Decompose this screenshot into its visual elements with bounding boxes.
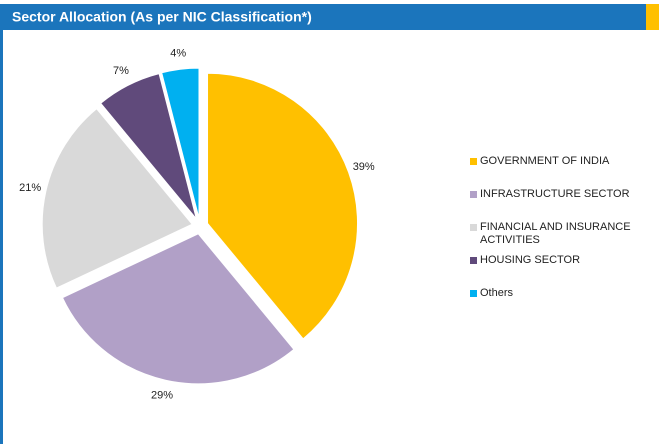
legend-swatch bbox=[470, 257, 477, 264]
legend-swatch bbox=[470, 191, 477, 198]
header-accent bbox=[646, 4, 659, 30]
legend-swatch bbox=[470, 290, 477, 297]
pie-slice bbox=[207, 72, 359, 340]
pie-slice bbox=[61, 233, 295, 385]
legend-item: Others bbox=[470, 287, 655, 320]
legend-item: INFRASTRUCTURE SECTOR bbox=[470, 188, 655, 221]
pie-slice bbox=[161, 67, 200, 219]
legend-label: GOVERNMENT OF INDIA bbox=[480, 155, 610, 167]
data-label: 39% bbox=[353, 161, 375, 173]
chart-title: Sector Allocation (As per NIC Classifica… bbox=[12, 9, 312, 25]
header-bar bbox=[0, 4, 659, 30]
legend-item: GOVERNMENT OF INDIA bbox=[470, 155, 655, 188]
legend-label: Others bbox=[480, 287, 514, 299]
legend-item: HOUSING SECTOR bbox=[470, 254, 655, 287]
legend-item: FINANCIAL AND INSURANCE ACTIVITIES bbox=[470, 221, 655, 254]
legend: GOVERNMENT OF INDIA INFRASTRUCTURE SECTOR… bbox=[470, 155, 655, 320]
pie-slice bbox=[41, 107, 193, 289]
legend-swatch bbox=[470, 224, 477, 231]
data-label: 21% bbox=[19, 182, 41, 194]
left-border bbox=[0, 30, 3, 444]
data-label: 29% bbox=[151, 390, 173, 402]
legend-label: FINANCIAL AND INSURANCE ACTIVITIES bbox=[480, 221, 631, 246]
legend-label: INFRASTRUCTURE SECTOR bbox=[480, 188, 630, 200]
legend-swatch bbox=[470, 158, 477, 165]
pie-slice bbox=[100, 72, 197, 220]
data-label: 7% bbox=[113, 65, 129, 77]
data-label: 4% bbox=[170, 47, 186, 59]
legend-label: HOUSING SECTOR bbox=[480, 254, 581, 266]
